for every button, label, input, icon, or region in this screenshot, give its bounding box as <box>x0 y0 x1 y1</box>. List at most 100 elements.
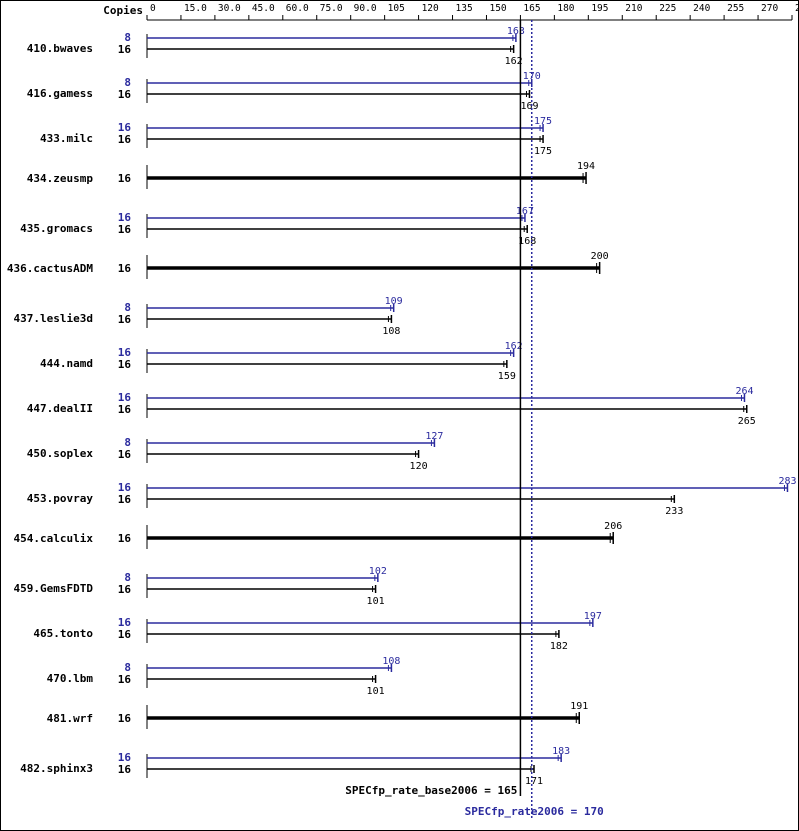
peak-copies-label: 16 <box>118 616 132 629</box>
benchmark-name: 453.povray <box>27 492 94 505</box>
x-tick-label: 75.0 <box>320 3 343 14</box>
benchmark-name: 433.milc <box>40 132 93 145</box>
x-tick-label: 45.0 <box>252 3 275 14</box>
peak-copies-label: 16 <box>118 211 132 224</box>
base-copies-label: 16 <box>118 358 132 371</box>
base-copies-label: 16 <box>118 88 132 101</box>
base-value-label: 168 <box>518 236 536 247</box>
peak-value-label: 109 <box>385 296 403 307</box>
peak-value-label: 167 <box>516 206 534 217</box>
peak-value-label: 175 <box>534 116 552 127</box>
x-tick-label: 255 <box>727 3 744 14</box>
base-value-label: 182 <box>550 641 568 652</box>
base-value-label: 206 <box>604 521 622 532</box>
peak-reference-label: SPECfp_rate2006 = 170 <box>465 805 604 818</box>
x-tick-label: 15.0 <box>184 3 207 14</box>
peak-copies-label: 8 <box>124 571 131 584</box>
base-value-label: 162 <box>505 56 523 67</box>
benchmark-name: 436.cactusADM <box>7 262 93 275</box>
x-tick-label: 165 <box>523 3 540 14</box>
x-tick-label: 0 <box>150 3 156 14</box>
peak-value-label: 183 <box>552 746 570 757</box>
benchmark-name: 470.lbm <box>47 672 94 685</box>
x-tick-label: 105 <box>388 3 405 14</box>
base-value-label: 101 <box>367 686 385 697</box>
benchmark-name: 434.zeusmp <box>27 172 94 185</box>
base-copies-label: 16 <box>118 448 132 461</box>
peak-value-label: 264 <box>735 386 753 397</box>
base-copies-label: 16 <box>118 313 132 326</box>
base-value-label: 108 <box>382 326 400 337</box>
base-value-label: 194 <box>577 161 595 172</box>
base-value-label: 233 <box>665 506 683 517</box>
x-tick-label: 270 <box>761 3 778 14</box>
x-tick-label: 210 <box>625 3 642 14</box>
peak-copies-label: 8 <box>124 661 131 674</box>
x-tick-label: 180 <box>557 3 574 14</box>
peak-value-label: 162 <box>505 341 523 352</box>
base-copies-label: 16 <box>118 172 132 185</box>
base-copies-label: 16 <box>118 532 132 545</box>
peak-copies-label: 16 <box>118 481 132 494</box>
x-tick-label: 240 <box>693 3 710 14</box>
peak-value-label: 197 <box>584 611 602 622</box>
base-copies-label: 16 <box>118 673 132 686</box>
peak-value-label: 283 <box>778 476 796 487</box>
base-value-label: 101 <box>367 596 385 607</box>
x-tick-label: 30.0 <box>218 3 241 14</box>
benchmark-name: 482.sphinx3 <box>20 762 93 775</box>
benchmark-name: 447.dealII <box>27 402 93 415</box>
benchmark-name: 465.tonto <box>33 627 93 640</box>
benchmark-name: 410.bwaves <box>27 42 93 55</box>
x-tick-label: 195 <box>591 3 608 14</box>
base-value-label: 191 <box>570 701 588 712</box>
benchmark-name: 481.wrf <box>47 712 93 725</box>
base-value-label: 265 <box>738 416 756 427</box>
base-value-label: 171 <box>525 776 543 787</box>
base-copies-label: 16 <box>118 223 132 236</box>
peak-value-label: 102 <box>369 566 387 577</box>
x-tick-label: 150 <box>489 3 506 14</box>
x-tick-label: 120 <box>422 3 439 14</box>
benchmark-name: 437.leslie3d <box>14 312 93 325</box>
base-value-label: 169 <box>520 101 538 112</box>
benchmark-name: 454.calculix <box>14 532 94 545</box>
peak-copies-label: 8 <box>124 301 131 314</box>
benchmark-name: 416.gamess <box>27 87 93 100</box>
x-tick-label: 60.0 <box>286 3 309 14</box>
base-reference-label: SPECfp_rate_base2006 = 165 <box>345 784 517 797</box>
peak-value-label: 127 <box>425 431 443 442</box>
base-copies-label: 16 <box>118 403 132 416</box>
base-copies-label: 16 <box>118 262 132 275</box>
peak-value-label: 163 <box>507 26 525 37</box>
base-copies-label: 16 <box>118 763 132 776</box>
benchmark-name: 435.gromacs <box>20 222 93 235</box>
base-copies-label: 16 <box>118 133 132 146</box>
base-value-label: 175 <box>534 146 552 157</box>
base-copies-label: 16 <box>118 43 132 56</box>
peak-copies-label: 16 <box>118 751 132 764</box>
peak-copies-label: 16 <box>118 391 132 404</box>
x-tick-label: 135 <box>456 3 473 14</box>
base-copies-label: 16 <box>118 493 132 506</box>
peak-copies-label: 8 <box>124 76 131 89</box>
benchmark-name: 459.GemsFDTD <box>14 582 94 595</box>
copies-header-label: Copies <box>103 4 143 17</box>
x-tick-label: 285 <box>795 3 799 14</box>
benchmark-name: 450.soplex <box>27 447 94 460</box>
peak-value-label: 108 <box>382 656 400 667</box>
base-copies-label: 16 <box>118 628 132 641</box>
peak-copies-label: 8 <box>124 31 131 44</box>
base-copies-label: 16 <box>118 712 132 725</box>
base-value-label: 159 <box>498 371 516 382</box>
x-tick-label: 225 <box>659 3 676 14</box>
peak-copies-label: 16 <box>118 346 132 359</box>
base-value-label: 120 <box>410 461 428 472</box>
base-copies-label: 16 <box>118 583 132 596</box>
benchmark-name: 444.namd <box>40 357 93 370</box>
base-value-label: 200 <box>591 251 609 262</box>
peak-copies-label: 8 <box>124 436 131 449</box>
x-tick-label: 90.0 <box>354 3 377 14</box>
